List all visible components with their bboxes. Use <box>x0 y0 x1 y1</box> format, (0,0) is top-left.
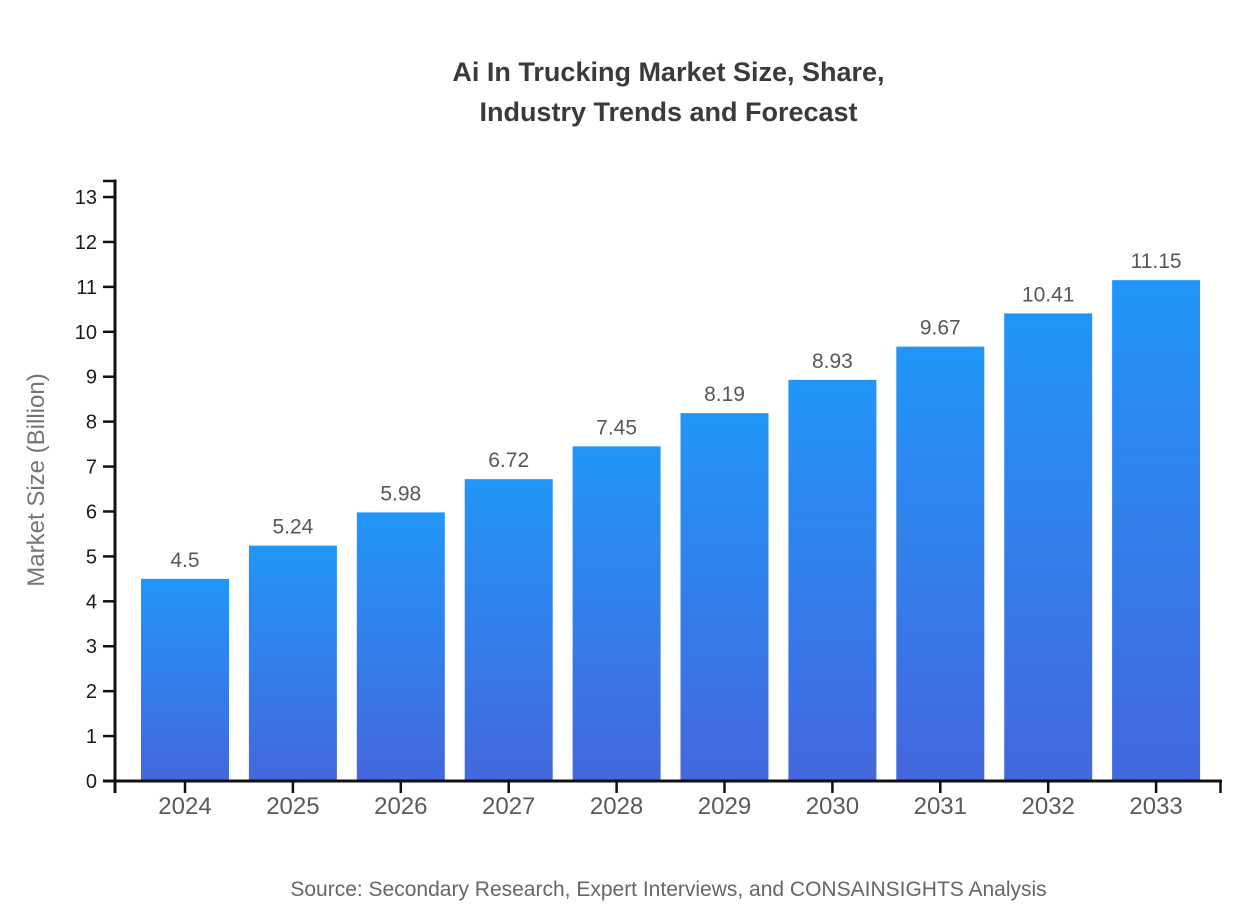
bar-value-label: 5.98 <box>380 482 421 505</box>
bar-value-label: 8.19 <box>704 383 745 406</box>
y-tick-label: 2 <box>86 681 97 703</box>
bar-value-label: 5.24 <box>272 516 313 539</box>
source-note: Source: Secondary Research, Expert Inter… <box>290 878 1047 901</box>
bar-2032 <box>1004 313 1093 781</box>
x-tick-label: 2028 <box>590 793 643 820</box>
bar-2033 <box>1112 280 1201 781</box>
chart-title: Ai In Trucking Market Size, Share, Indus… <box>115 52 1222 132</box>
bar-2031 <box>896 346 985 781</box>
x-tick-label: 2025 <box>266 793 319 820</box>
y-tick-label: 11 <box>76 277 97 299</box>
x-tick-label: 2026 <box>374 793 427 820</box>
x-tick-label: 2033 <box>1129 793 1182 820</box>
bar-value-label: 11.15 <box>1131 250 1182 273</box>
bar-value-label: 8.93 <box>812 350 853 373</box>
x-tick-label: 2031 <box>914 793 967 820</box>
bar-2024 <box>141 578 229 781</box>
y-tick-label: 6 <box>86 501 97 523</box>
bar-2027 <box>464 479 553 781</box>
bar-2028 <box>572 446 661 781</box>
bar-2026 <box>356 512 445 781</box>
y-tick-label: 0 <box>86 771 97 793</box>
x-tick-label: 2030 <box>806 793 859 820</box>
y-tick-label: 4 <box>86 591 97 613</box>
x-tick-label: 2027 <box>482 793 535 820</box>
bar-2030 <box>788 379 877 781</box>
x-tick-label: 2024 <box>158 793 211 820</box>
y-tick-label: 7 <box>86 457 97 479</box>
y-tick-label: 8 <box>86 412 97 434</box>
y-tick-label: 5 <box>86 546 97 568</box>
y-tick-label: 10 <box>75 322 97 344</box>
y-tick-label: 9 <box>86 367 97 389</box>
bar-value-label: 7.45 <box>596 416 637 439</box>
bar-2025 <box>248 545 337 781</box>
chart-title-line1: Ai In Trucking Market Size, Share, <box>452 57 885 87</box>
y-tick-label: 12 <box>75 232 97 254</box>
bar-2029 <box>680 413 769 781</box>
bar-value-label: 6.72 <box>488 449 529 472</box>
chart-title-line2: Industry Trends and Forecast <box>479 97 858 127</box>
bar-value-label: 10.41 <box>1022 283 1075 306</box>
y-tick-label: 3 <box>86 636 97 658</box>
bar-value-label: 4.5 <box>170 549 199 572</box>
y-tick-label: 1 <box>86 726 97 748</box>
x-tick-label: 2029 <box>698 793 751 820</box>
x-tick-label: 2032 <box>1022 793 1075 820</box>
bar-value-label: 9.67 <box>920 317 961 340</box>
y-tick-label: 13 <box>75 187 97 209</box>
